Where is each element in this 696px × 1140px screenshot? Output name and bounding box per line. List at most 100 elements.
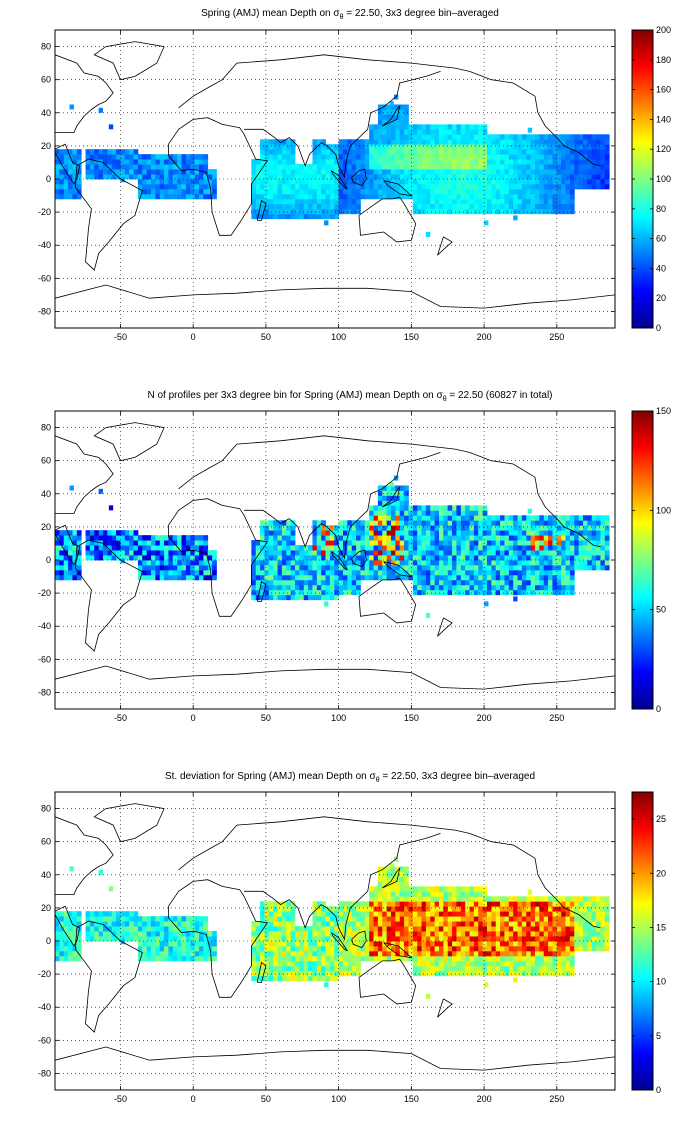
- bin-cell: [539, 584, 545, 591]
- bin-cell: [596, 945, 601, 952]
- bin-cell: [89, 530, 95, 536]
- bin-cell: [343, 203, 348, 210]
- bin-cell: [404, 485, 409, 491]
- bin-cell: [399, 916, 405, 922]
- bin-cell: [530, 896, 536, 902]
- bin-cell: [356, 520, 361, 526]
- bin-cell: [168, 154, 174, 160]
- bin-cell: [556, 183, 562, 190]
- bin-cell: [391, 109, 396, 115]
- bin-cell: [504, 208, 510, 215]
- bin-cell: [465, 198, 470, 205]
- bin-cell: [500, 970, 505, 977]
- bin-cell: [89, 555, 95, 561]
- bin-cell: [360, 574, 366, 581]
- bin-cell: [356, 569, 361, 576]
- bin-cell: [552, 564, 558, 571]
- bin-cell: [552, 139, 558, 145]
- bin-cell: [212, 193, 217, 200]
- bin-cell: [360, 569, 366, 576]
- bin-cell: [194, 560, 200, 566]
- bin-cell: [85, 931, 91, 937]
- bin-cell: [343, 936, 348, 942]
- bin-cell: [312, 193, 318, 200]
- bin-cell: [277, 574, 283, 581]
- bin-cell: [565, 560, 571, 566]
- bin-cell: [55, 550, 60, 556]
- bin-cell: [469, 174, 475, 180]
- bin-cell: [604, 530, 610, 536]
- bin-cell: [539, 560, 545, 566]
- bin-cell: [277, 159, 283, 165]
- bin-cell: [268, 144, 274, 150]
- bin-cell: [465, 134, 470, 140]
- bin-cell: [408, 921, 414, 927]
- bin-cell: [408, 530, 414, 536]
- bin-cell: [500, 574, 505, 581]
- bin-cell: [356, 174, 361, 180]
- bin-cell: [190, 931, 196, 937]
- bin-cell: [251, 179, 257, 185]
- bin-cell: [399, 891, 405, 897]
- bin-cell: [343, 555, 348, 561]
- bin-cell: [417, 129, 422, 135]
- bin-cell: [395, 545, 401, 551]
- bin-cell: [478, 916, 484, 922]
- bin-cell: [356, 169, 361, 175]
- bin-cell: [373, 530, 379, 536]
- bin-cell: [548, 926, 553, 932]
- bin-cell: [334, 965, 340, 972]
- bin-cell: [377, 945, 383, 952]
- bin-cell: [373, 129, 379, 135]
- bin-cell: [351, 950, 357, 957]
- bin-cell: [504, 906, 510, 912]
- bin-cell: [447, 515, 453, 521]
- bin-cell: [273, 139, 278, 145]
- bin-cell: [142, 550, 148, 556]
- bin-cell: [68, 530, 73, 536]
- bin-cell: [561, 921, 566, 927]
- bin-cell: [268, 901, 274, 907]
- bin-cell: [321, 530, 326, 536]
- bin-cell: [556, 921, 562, 927]
- bin-cell: [478, 159, 484, 165]
- bin-cell: [460, 589, 466, 596]
- bin-cell: [478, 188, 484, 195]
- bin-cell: [495, 169, 501, 175]
- bin-cell: [473, 520, 479, 526]
- bin-cell: [504, 970, 510, 977]
- bin-cell: [316, 208, 322, 215]
- bin-cell: [465, 193, 470, 200]
- bin-cell: [504, 134, 510, 140]
- bin-cell: [146, 945, 152, 952]
- bin-cell: [286, 926, 292, 932]
- bin-cell: [251, 169, 257, 175]
- bin-cell: [377, 540, 383, 546]
- bin-cell: [556, 584, 562, 591]
- bin-cell: [600, 560, 606, 566]
- bin-cell: [469, 515, 475, 521]
- bin-cell: [264, 931, 270, 937]
- bin-cell: [207, 169, 213, 175]
- bin-cell: [473, 891, 479, 897]
- coastline: [55, 524, 81, 566]
- bin-cell: [417, 154, 422, 160]
- bin-cell: [565, 515, 571, 521]
- bin-cell: [316, 149, 322, 155]
- bin-cell: [207, 936, 213, 942]
- bin-cell: [500, 164, 505, 170]
- bin-cell: [185, 916, 191, 922]
- bin-cell: [434, 970, 440, 977]
- bin-cell: [55, 564, 60, 571]
- bin-cell: [391, 510, 396, 516]
- bin-cell: [517, 960, 523, 967]
- bin-cell: [530, 520, 536, 526]
- bin-cell: [526, 535, 532, 541]
- bin-cell: [369, 188, 374, 195]
- bin-cell: [277, 560, 283, 566]
- bin-cell: [281, 550, 287, 556]
- bin-cell: [55, 183, 60, 190]
- bin-cell: [159, 560, 165, 566]
- bin-cell: [439, 179, 444, 185]
- bin-cell: [391, 124, 396, 130]
